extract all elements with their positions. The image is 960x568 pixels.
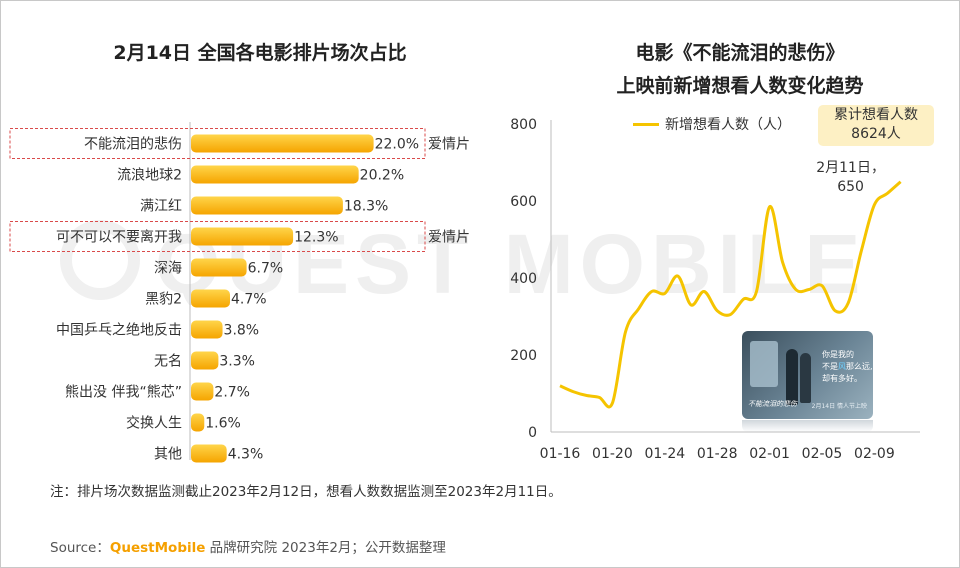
line-legend: 新增想看人数（人） — [633, 114, 791, 134]
bar — [191, 413, 205, 432]
bar — [191, 351, 219, 370]
bar — [191, 134, 374, 153]
movie-poster: 你是我的 不是风那么远, 却有多好。 不能流泪的悲伤 2月14日 情人节上映 — [742, 331, 873, 419]
x-tick-label: 02-01 — [749, 446, 790, 462]
poster-reflection — [742, 420, 873, 432]
bar-category-label: 可不可以不要离开我 — [56, 229, 182, 246]
bar — [191, 165, 359, 184]
bar — [191, 289, 231, 308]
bar — [191, 196, 343, 215]
total-wants-label: 累计想看人数 — [834, 107, 918, 123]
y-tick-label: 200 — [510, 348, 537, 364]
bar-category-label: 黑豹2 — [145, 292, 182, 308]
poster-tagline-line3: 却有多好。 — [822, 374, 862, 383]
peak-annotation-date: 2月11日， — [816, 160, 885, 176]
y-tick-label: 600 — [510, 194, 537, 210]
source-line: Source：QuestMobile 品牌研究院 2023年2月；公开数据整理 — [50, 536, 446, 556]
bar-category-label: 不能流泪的悲伤 — [84, 136, 182, 153]
watermark: QUEST MOBILE — [60, 217, 860, 305]
x-tick-label: 01-24 — [644, 446, 685, 462]
y-tick-label: 800 — [510, 117, 537, 133]
bar — [191, 258, 247, 277]
x-tick-label: 01-20 — [592, 446, 633, 462]
poster-tagline-line2: 不是风那么远, — [822, 361, 873, 373]
poster-tagline-part-a: 不是 — [822, 362, 838, 371]
line-chart: 0 200 400 600 800 01-16 01-20 01-24 01-28 02-01 02… — [510, 117, 920, 462]
series-line — [559, 180, 902, 409]
legend-label: 新增想看人数（人） — [665, 117, 791, 133]
bar-category-label: 流浪地球2 — [117, 168, 182, 184]
y-tick-label: 400 — [510, 271, 537, 287]
source-brand: QuestMobile — [109, 540, 206, 556]
bar-category-label: 中国乒乓之绝地反击 — [56, 323, 182, 339]
y-tick-label: 0 — [528, 425, 537, 441]
source-prefix: Source： — [50, 540, 110, 556]
bar-value-label: 3.3% — [219, 354, 255, 370]
peak-annotation-value: 650 — [837, 179, 864, 195]
bar — [191, 382, 214, 401]
x-tick-label: 02-05 — [802, 446, 843, 462]
bar-value-label: 20.2% — [360, 168, 404, 184]
total-wants-box: 累计想看人数 8624人 — [818, 105, 934, 146]
footnote: 注：排片场次数据监测截止2023年2月12日，想看人数数据监测至2023年2月1… — [50, 484, 562, 500]
poster-figure-woman — [800, 353, 811, 403]
bar-value-label: 12.3% — [294, 230, 338, 246]
bar-value-label: 18.3% — [344, 199, 388, 215]
bar-value-label: 1.6% — [205, 416, 241, 432]
poster-window — [750, 341, 778, 387]
bar-value-label: 4.7% — [231, 292, 267, 308]
bar — [191, 320, 223, 339]
highlight-box-0 — [9, 128, 426, 159]
bar-category-label: 熊出没 伴我“熊芯” — [65, 385, 182, 401]
poster-tagline-part-c: 那么远, — [846, 362, 873, 371]
bar-value-label: 22.0% — [375, 137, 419, 153]
bar — [191, 227, 294, 246]
poster-release-date: 2月14日 情人节上映 — [811, 403, 867, 410]
left-chart-title: 2月14日 全国各电影排片场次占比 — [113, 42, 407, 64]
bar-value-label: 2.7% — [214, 385, 250, 401]
genre-annotation-0: 爱情片 — [428, 137, 470, 153]
bar-value-label: 3.8% — [224, 323, 260, 339]
x-tick-label: 01-28 — [697, 446, 738, 462]
watermark-logo-ring — [60, 220, 140, 300]
bar-value-label: 6.7% — [248, 261, 284, 277]
right-chart-title-line2: 上映前新增想看人数变化趋势 — [616, 75, 864, 97]
x-tick-label: 01-16 — [540, 446, 581, 462]
bar-value-label: 4.3% — [228, 447, 264, 463]
total-wants-value: 8624人 — [851, 126, 901, 142]
source-rest: 品牌研究院 2023年2月；公开数据整理 — [205, 540, 446, 556]
poster-tagline-line1: 你是我的 — [822, 350, 854, 359]
bar-category-label: 满江红 — [140, 199, 182, 215]
bar-category-label: 深海 — [154, 261, 182, 277]
poster-tagline-highlight: 风 — [838, 362, 846, 371]
legend-line-swatch — [633, 122, 659, 126]
highlight-box-3 — [9, 221, 426, 252]
x-tick-label: 02-09 — [854, 446, 895, 462]
genre-annotation-3: 爱情片 — [428, 230, 470, 246]
bar — [191, 444, 227, 463]
right-chart-title-line1: 电影《不能流泪的悲伤》 — [635, 42, 845, 64]
poster-tagline: 你是我的 不是风那么远, 却有多好。 — [822, 349, 873, 385]
poster-figure-man — [786, 349, 798, 405]
bar-category-label: 其他 — [154, 447, 182, 463]
bar-category-label: 交换人生 — [126, 415, 182, 432]
bar-category-label: 无名 — [154, 354, 182, 370]
poster-logo: 不能流泪的悲伤 — [748, 400, 797, 408]
